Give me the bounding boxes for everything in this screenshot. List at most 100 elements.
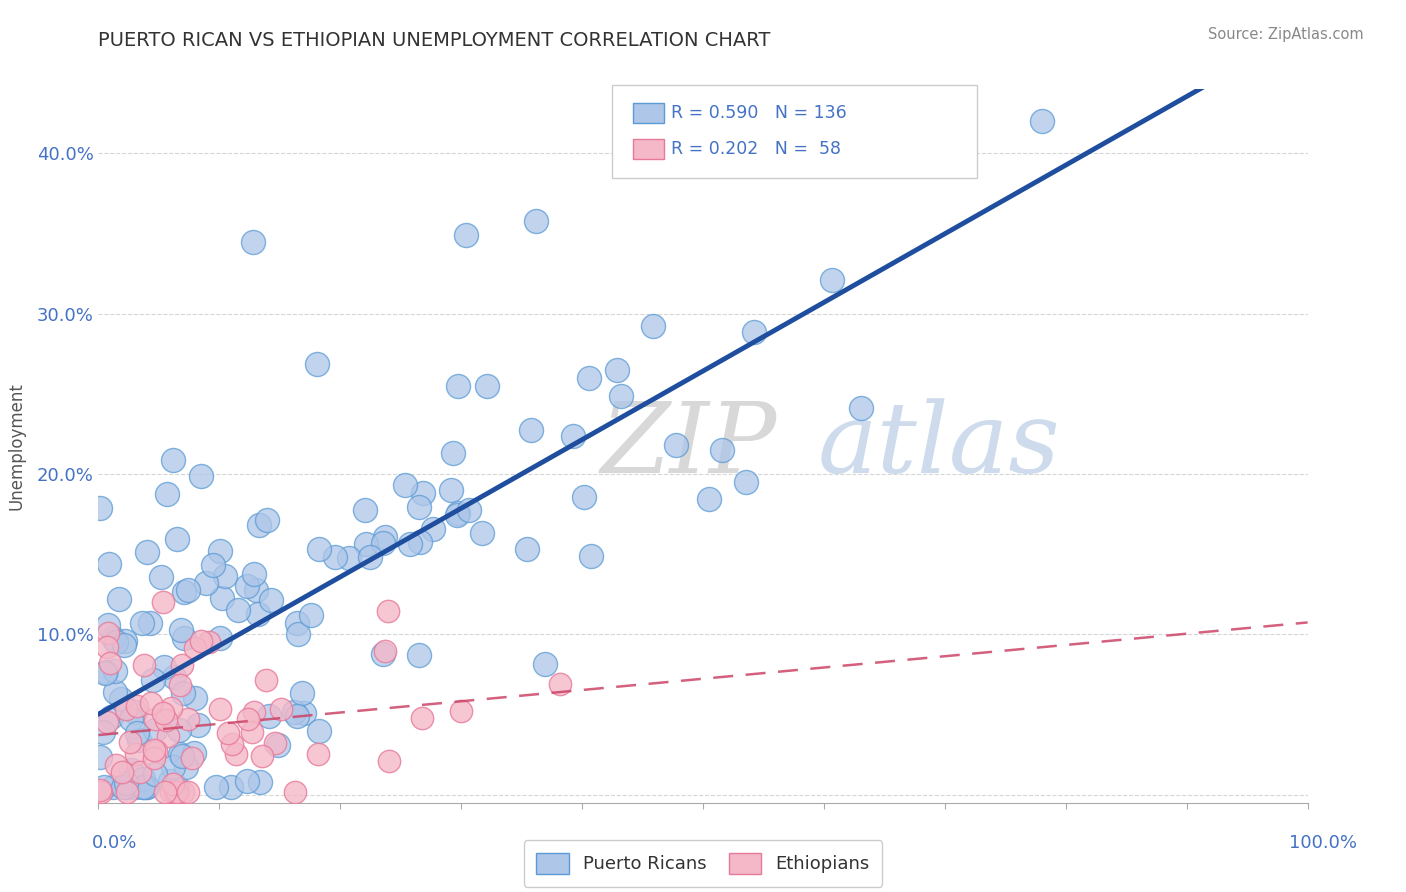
Point <box>450 704 472 718</box>
Point <box>115 702 138 716</box>
Point <box>270 701 292 715</box>
Point <box>209 702 232 716</box>
Point <box>117 784 139 798</box>
Point <box>98 656 121 670</box>
Point <box>249 517 271 532</box>
Point <box>90 784 112 798</box>
Point <box>292 706 315 721</box>
Point <box>112 780 135 794</box>
Point <box>323 550 346 565</box>
Point <box>208 631 231 645</box>
Point <box>374 530 396 544</box>
Point <box>128 764 150 779</box>
Point <box>107 591 129 606</box>
Point <box>132 658 155 673</box>
Point <box>183 640 205 655</box>
Point <box>120 764 142 778</box>
Point <box>249 774 271 789</box>
Point <box>371 647 394 661</box>
Point <box>374 644 396 658</box>
Point <box>166 533 188 547</box>
Point <box>100 710 122 724</box>
Point <box>139 615 162 630</box>
Point <box>89 500 111 515</box>
Point <box>412 485 434 500</box>
Point <box>96 714 118 729</box>
Point <box>110 691 132 706</box>
Point <box>337 550 360 565</box>
Point <box>264 736 287 750</box>
Point <box>516 541 538 556</box>
Point <box>354 503 377 517</box>
Point <box>94 665 117 680</box>
Point <box>710 443 733 458</box>
Point <box>172 658 194 673</box>
Point <box>170 749 193 764</box>
Point <box>308 542 330 557</box>
Point <box>1031 114 1053 128</box>
Point <box>96 640 118 654</box>
Point <box>665 438 688 452</box>
Point <box>257 709 280 723</box>
Point <box>524 214 547 228</box>
Point <box>447 506 470 520</box>
Point <box>125 747 148 762</box>
Point <box>162 669 184 683</box>
Point <box>124 780 146 794</box>
Point <box>152 706 174 720</box>
Point <box>173 585 195 599</box>
Point <box>447 379 470 393</box>
Point <box>157 730 180 744</box>
Point <box>121 712 143 726</box>
Point <box>152 595 174 609</box>
Point <box>221 737 243 751</box>
Point <box>132 772 155 786</box>
Point <box>159 774 181 789</box>
Point <box>283 705 305 719</box>
Legend: Puerto Ricans, Ethiopians: Puerto Ricans, Ethiopians <box>523 840 883 887</box>
Point <box>135 545 157 559</box>
Point <box>142 673 165 687</box>
Point <box>214 569 236 583</box>
Point <box>285 615 308 630</box>
Point <box>359 549 381 564</box>
Point <box>94 666 117 681</box>
Point <box>156 487 179 501</box>
Point <box>534 657 557 672</box>
Text: R = 0.202   N =  58: R = 0.202 N = 58 <box>671 140 841 158</box>
Point <box>131 616 153 631</box>
Point <box>446 508 468 523</box>
Point <box>160 784 183 798</box>
Point <box>91 724 114 739</box>
Point <box>101 631 124 645</box>
Point <box>477 379 499 393</box>
Point <box>114 634 136 648</box>
Point <box>377 604 399 618</box>
Point <box>177 712 200 726</box>
Point <box>211 591 233 606</box>
Point <box>371 536 394 550</box>
Point <box>217 726 239 740</box>
Text: Source: ZipAtlas.com: Source: ZipAtlas.com <box>1208 27 1364 42</box>
Point <box>243 567 266 582</box>
Point <box>169 723 191 737</box>
Point <box>97 626 120 640</box>
Point <box>458 503 481 517</box>
Point <box>697 491 720 506</box>
Point <box>174 760 197 774</box>
Point <box>120 735 142 749</box>
Point <box>308 724 330 739</box>
Point <box>166 784 188 798</box>
Point <box>247 607 270 621</box>
Point <box>236 712 259 726</box>
Text: R = 0.590   N = 136: R = 0.590 N = 136 <box>671 104 846 122</box>
Point <box>115 776 138 790</box>
Point <box>143 743 166 757</box>
Point <box>287 627 309 641</box>
Point <box>183 746 205 760</box>
Point <box>394 478 416 492</box>
Point <box>606 363 628 377</box>
Point <box>111 765 134 780</box>
Text: 100.0%: 100.0% <box>1289 834 1357 852</box>
Point <box>124 705 146 719</box>
